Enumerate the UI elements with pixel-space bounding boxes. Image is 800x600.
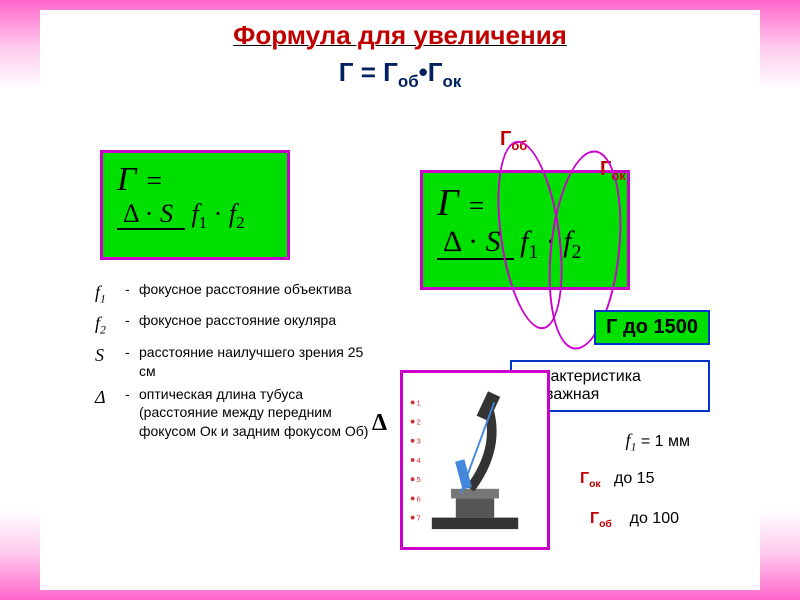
mf-a-sub: об — [398, 72, 419, 91]
fr-gamma: Г — [437, 182, 459, 224]
mf-b: Г — [428, 57, 443, 87]
svg-text:2: 2 — [416, 417, 420, 426]
delta-marker: Δ — [372, 410, 387, 437]
fl-den: f1 · f2 — [185, 199, 250, 228]
svg-text:5: 5 — [416, 475, 420, 484]
legend-row: Δ - оптическая длина тубуса (расстояние … — [95, 385, 375, 442]
legend-text: фокусное расстояние окуляра — [139, 311, 375, 338]
slide-title: Формула для увеличения — [40, 10, 760, 51]
formula-box-left: Г = Δ · S f1 · f2 — [100, 150, 290, 260]
legend-sym: Δ — [95, 385, 125, 442]
mf-b-sub: ок — [443, 72, 462, 91]
svg-text:4: 4 — [416, 456, 421, 465]
title-text: Формула для увеличения — [233, 20, 567, 50]
mf-lhs: Г — [339, 57, 354, 87]
legend-row: S - расстояние наилучшего зрения 25 см — [95, 343, 375, 381]
fl-gamma: Г — [117, 161, 136, 198]
legend-text: оптическая длина тубуса (расстояние межд… — [139, 385, 375, 442]
gob-value: до 100 — [630, 510, 679, 527]
gob-prefix: Гоб — [590, 510, 612, 527]
legend-dash: - — [125, 311, 139, 338]
legend-text: фокусное расстояние объектива — [139, 280, 375, 307]
gok-prefix: Гок — [580, 470, 601, 487]
microscope-icon: 1 2 3 4 5 6 7 — [403, 373, 547, 547]
mf-a: Г — [383, 57, 398, 87]
legend-sym: f1 — [95, 280, 125, 307]
main-formula: Г = Гоб•Гок — [40, 57, 760, 92]
legend: f1 - фокусное расстояние объектива f2 - … — [95, 280, 375, 445]
fl-fraction: Δ · S f1 · f2 — [117, 199, 251, 233]
legend-dash: - — [125, 343, 139, 381]
legend-row: f2 - фокусное расстояние окуляра — [95, 311, 375, 338]
max-mag-text: Г до 1500 — [606, 316, 698, 338]
fl-num: Δ · S — [117, 199, 185, 230]
mf-dot: • — [419, 57, 428, 87]
legend-sym: f2 — [95, 311, 125, 338]
g-ob-line: Гоб до 100 — [590, 510, 679, 530]
fl-eq: = — [146, 166, 162, 197]
max-magnification-box: Г до 1500 — [594, 310, 710, 345]
svg-text:1: 1 — [416, 398, 420, 407]
f1-value: f1 = 1 мм — [626, 430, 690, 454]
legend-text: расстояние наилучшего зрения 25 см — [139, 343, 375, 381]
g-ok-line: Гок до 15 — [580, 470, 654, 490]
gok-value: до 15 — [614, 470, 654, 487]
svg-text:6: 6 — [416, 494, 420, 503]
microscope-diagram: 1 2 3 4 5 6 7 — [400, 370, 550, 550]
mf-eq: = — [361, 57, 376, 87]
legend-dash: - — [125, 385, 139, 442]
svg-text:7: 7 — [416, 513, 420, 522]
legend-dash: - — [125, 280, 139, 307]
fr-eq: = — [469, 191, 485, 222]
legend-sym: S — [95, 343, 125, 381]
svg-text:3: 3 — [416, 437, 420, 446]
legend-row: f1 - фокусное расстояние объектива — [95, 280, 375, 307]
